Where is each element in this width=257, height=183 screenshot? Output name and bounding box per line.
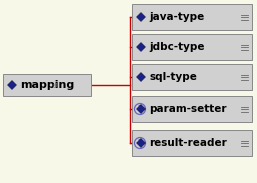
Text: ?: ? <box>138 139 142 148</box>
Text: sql-type: sql-type <box>150 72 197 82</box>
Polygon shape <box>136 42 145 51</box>
FancyBboxPatch shape <box>132 96 252 122</box>
Text: result-reader: result-reader <box>150 138 227 148</box>
Text: mapping: mapping <box>21 80 75 90</box>
Polygon shape <box>7 81 16 89</box>
FancyBboxPatch shape <box>3 74 91 96</box>
Text: jdbc-type: jdbc-type <box>150 42 205 52</box>
FancyBboxPatch shape <box>132 34 252 60</box>
Text: ↺: ↺ <box>52 83 58 89</box>
Text: ?: ? <box>138 105 142 114</box>
Polygon shape <box>136 104 145 113</box>
Polygon shape <box>136 139 145 147</box>
Text: java-type: java-type <box>150 12 205 22</box>
Polygon shape <box>136 72 145 81</box>
FancyBboxPatch shape <box>132 64 252 90</box>
FancyBboxPatch shape <box>132 130 252 156</box>
FancyBboxPatch shape <box>132 4 252 30</box>
Text: param-setter: param-setter <box>150 104 227 114</box>
Polygon shape <box>136 12 145 21</box>
